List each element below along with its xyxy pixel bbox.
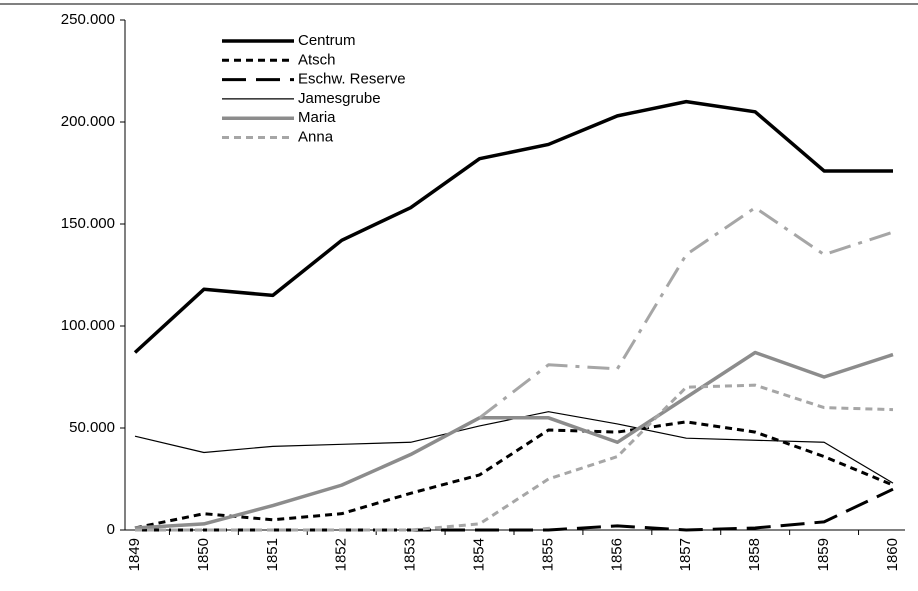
legend-label: Atsch bbox=[298, 51, 336, 68]
legend-label: Anna bbox=[298, 128, 334, 145]
y-tick-label: 250.000 bbox=[61, 11, 115, 28]
legend-label: Eschw. Reserve bbox=[298, 71, 406, 88]
series-line bbox=[134, 420, 894, 530]
x-tick-label: 1853 bbox=[402, 538, 419, 571]
x-tick-label: 1860 bbox=[884, 538, 901, 571]
x-tick-label: 1855 bbox=[539, 538, 556, 571]
y-tick-label: 0 bbox=[107, 521, 115, 538]
legend-label: Maria bbox=[298, 109, 336, 126]
y-tick-label: 100.000 bbox=[61, 317, 115, 334]
x-tick-label: 1857 bbox=[677, 538, 694, 571]
series-line bbox=[133, 99, 893, 354]
y-tick-label: 150.000 bbox=[61, 215, 115, 232]
legend-label: Centrum bbox=[298, 32, 356, 49]
y-tick-label: 200.000 bbox=[61, 113, 115, 130]
series-line bbox=[478, 206, 894, 419]
series-line bbox=[135, 487, 894, 532]
x-tick-label: 1849 bbox=[126, 538, 143, 571]
series-line bbox=[134, 411, 894, 484]
x-tick-label: 1854 bbox=[471, 538, 488, 571]
x-tick-label: 1859 bbox=[815, 538, 832, 571]
series-line bbox=[135, 383, 894, 532]
x-tick-label: 1851 bbox=[264, 538, 281, 571]
legend-label: Jamesgrube bbox=[298, 90, 381, 107]
x-tick-label: 1850 bbox=[195, 538, 212, 571]
y-tick-label: 50.000 bbox=[69, 419, 115, 436]
x-tick-label: 1856 bbox=[608, 538, 625, 571]
x-tick-label: 1858 bbox=[746, 538, 763, 571]
x-tick-label: 1852 bbox=[333, 538, 350, 571]
series-line bbox=[134, 350, 894, 530]
